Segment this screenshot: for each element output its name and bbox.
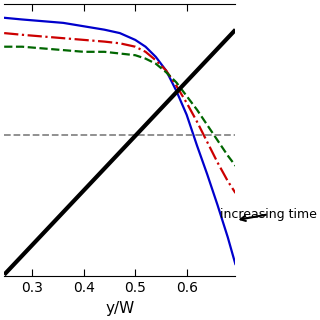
X-axis label: y/W: y/W xyxy=(105,301,134,316)
Text: increasing time: increasing time xyxy=(220,208,317,221)
